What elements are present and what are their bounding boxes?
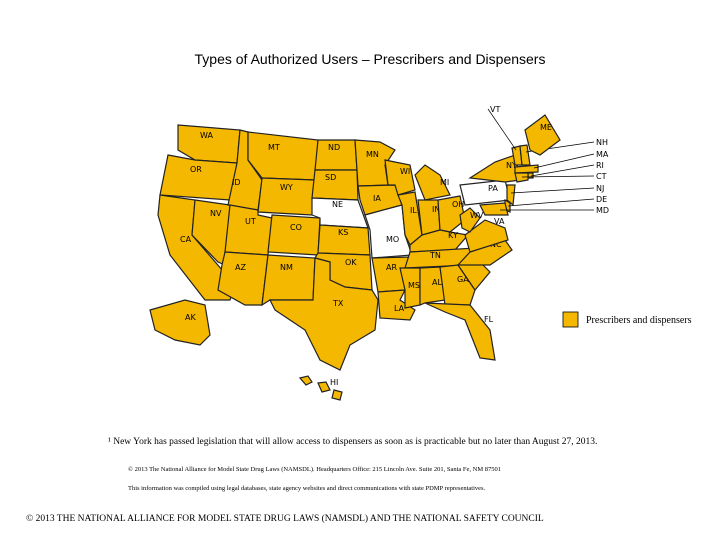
state-shape <box>437 195 466 233</box>
state-label: RI <box>596 161 604 170</box>
state-label: UT <box>245 217 256 226</box>
state-shape <box>464 219 509 253</box>
state-label: OH <box>452 200 464 209</box>
state-label: AK <box>185 313 196 322</box>
state-shape <box>331 389 343 401</box>
state-label: TX <box>332 299 344 308</box>
title: Types of Authorized Users – Prescribers … <box>195 51 546 67</box>
state-shape <box>419 266 446 306</box>
state-label: MS <box>408 281 420 290</box>
leader-line <box>521 175 595 178</box>
leader-line <box>510 187 595 194</box>
state-label: MD <box>596 206 609 215</box>
state-shape <box>519 144 531 166</box>
state-label: FL <box>484 315 494 324</box>
leader-line <box>530 164 595 177</box>
state-label: CA <box>180 235 192 244</box>
state-label: AR <box>386 263 397 272</box>
state-label: AZ <box>235 263 246 272</box>
state-shape <box>459 179 511 206</box>
map: WA OR CA NV ID MT WY UT AZ CO NM ND SD NE KS OK TX MN IA MO… <box>149 105 609 401</box>
state-label: IN <box>432 205 440 214</box>
state-label: NH <box>596 138 608 147</box>
leader-line <box>507 198 595 207</box>
state-shape <box>514 172 529 183</box>
note: This information was compiled using lega… <box>128 485 486 492</box>
state-label: IL <box>410 206 417 215</box>
leader-line <box>487 108 517 151</box>
state-label: NE <box>332 200 343 209</box>
state-label: MT <box>268 143 280 152</box>
state-shape <box>414 164 451 201</box>
state-label: NC <box>490 240 502 249</box>
state-label: VT <box>490 105 500 114</box>
state-label: OK <box>345 258 357 267</box>
state-label: NJ <box>596 184 604 193</box>
footnote: ¹ New York has passed legislation that w… <box>108 437 597 447</box>
state-shape <box>298 375 313 386</box>
state-shape <box>267 214 321 256</box>
state-label: ID <box>232 178 241 187</box>
state-label: CO <box>290 223 302 232</box>
state-shape <box>506 184 516 207</box>
state-shape <box>191 199 231 266</box>
state-shape <box>159 154 238 201</box>
state-label: MI <box>440 178 449 187</box>
state-label: TN <box>429 251 441 260</box>
state-label: CT <box>596 172 607 181</box>
state-label: GA <box>457 275 469 284</box>
state-shape <box>459 207 481 233</box>
state-label: WA <box>200 131 213 140</box>
state-label: NM <box>280 263 293 272</box>
state-label: HI <box>330 378 338 387</box>
state-label: ND <box>328 143 340 152</box>
state-shape <box>269 257 379 371</box>
state-shape <box>479 202 509 216</box>
state-label: MA <box>596 150 609 159</box>
state-label: WY <box>280 183 293 192</box>
state-label: DE <box>596 195 607 204</box>
state-shape <box>514 164 539 174</box>
state-shape <box>439 264 476 306</box>
state-label: WV <box>470 211 484 220</box>
state-shape <box>399 267 421 309</box>
state-label: SD <box>325 173 336 182</box>
state-label: NV <box>210 209 222 218</box>
state-label: MO <box>386 235 399 244</box>
legend-label: Prescribers and dispensers <box>586 315 692 326</box>
state-shape <box>317 381 331 393</box>
state-label: ME <box>540 123 552 132</box>
state-shape <box>149 299 211 346</box>
state-label: VA <box>494 217 505 226</box>
state-label: WI <box>400 167 410 176</box>
state-label: IA <box>373 194 381 203</box>
legend-swatch <box>562 311 579 328</box>
state-label: OR <box>190 165 202 174</box>
leader-line <box>533 153 595 169</box>
state-label: KS <box>338 228 348 237</box>
state-label: NY¹ <box>506 161 520 170</box>
footer: © 2013 THE NATIONAL ALLIANCE FOR MODEL S… <box>26 513 544 524</box>
state-label: AL <box>432 278 442 287</box>
state-label: PA <box>488 184 498 193</box>
state-label: MN <box>366 150 379 159</box>
state-shape <box>247 131 319 181</box>
state-shape <box>424 302 496 361</box>
state-shape <box>524 114 561 156</box>
state-label: LA <box>394 304 405 313</box>
note: © 2013 The National Alliance for Model S… <box>128 466 501 473</box>
state-label: KY <box>448 231 458 240</box>
